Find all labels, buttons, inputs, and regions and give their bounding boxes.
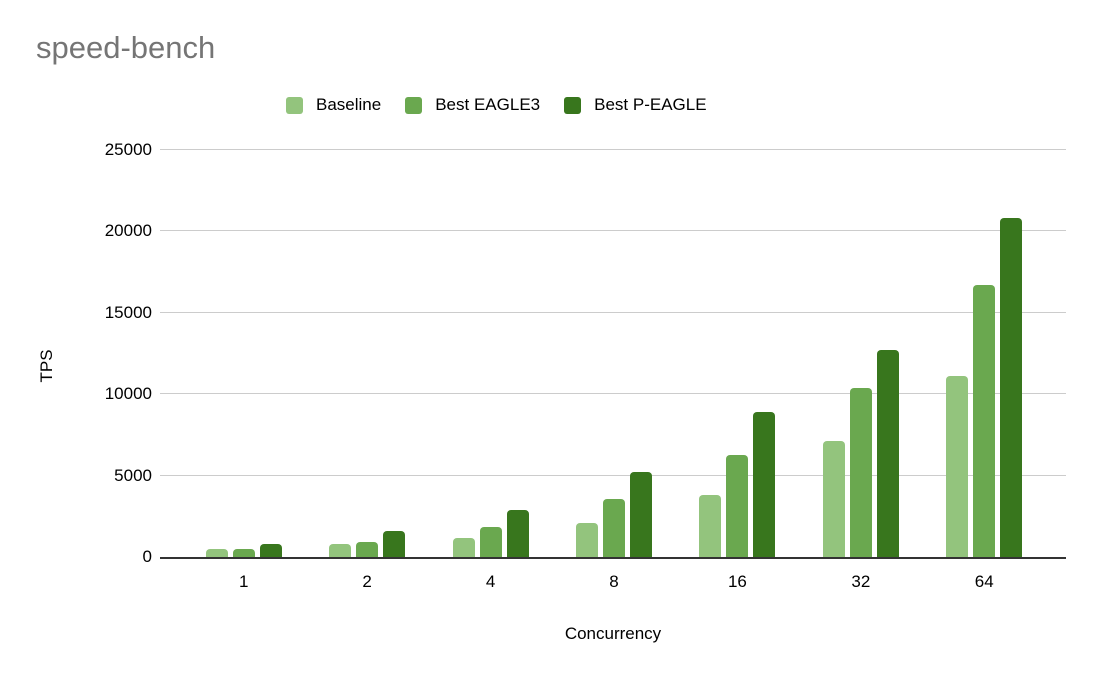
gridline-15000 <box>160 311 1066 313</box>
legend-swatch-best-p-eagle <box>564 96 582 114</box>
x-axis-title: Concurrency <box>564 624 662 643</box>
bar-best-p-eagle-1 <box>259 544 282 557</box>
bar-group-64 <box>923 150 1046 557</box>
bar-best-eagle3-1 <box>232 548 255 557</box>
gridline-20000 <box>160 230 1066 232</box>
legend-swatch-baseline <box>286 96 303 114</box>
gridline-25000 <box>160 149 1066 150</box>
plot-area <box>160 149 1066 559</box>
y-axis-tick-labels: 0 5000 10000 15000 20000 25000 <box>40 140 152 566</box>
y-tick-20000: 20000 <box>104 221 152 241</box>
bar-group-8 <box>552 150 675 557</box>
bar-best-eagle3-8 <box>602 499 625 557</box>
x-tick-64: 64 <box>974 572 994 591</box>
bars-row <box>182 150 1046 557</box>
x-tick-32: 32 <box>851 572 871 591</box>
bar-group-1 <box>182 150 305 557</box>
bar-baseline-8 <box>575 522 598 557</box>
x-tick-8: 8 <box>609 572 619 591</box>
bar-baseline-4 <box>452 537 475 557</box>
bar-best-p-eagle-2 <box>383 531 406 557</box>
bar-best-p-eagle-64 <box>1000 218 1023 557</box>
bar-group-2 <box>305 150 428 557</box>
bar-best-p-eagle-4 <box>506 509 529 557</box>
bar-best-eagle3-16 <box>726 455 749 557</box>
bar-group-16 <box>676 150 799 557</box>
y-tick-25000: 25000 <box>104 140 152 159</box>
bar-baseline-32 <box>822 441 845 557</box>
bar-group-32 <box>799 150 922 557</box>
gridline-5000 <box>160 474 1066 476</box>
y-tick-5000: 5000 <box>114 465 152 485</box>
legend-swatch-best-eagle3 <box>405 96 423 114</box>
bar-best-p-eagle-16 <box>753 412 776 557</box>
bar-baseline-2 <box>329 544 352 557</box>
y-tick-0: 0 <box>142 547 152 566</box>
y-tick-15000: 15000 <box>104 302 152 322</box>
legend-label-best-eagle3: Best EAGLE3 <box>435 95 541 114</box>
gridline-10000 <box>160 393 1066 395</box>
chart-title: speed-bench <box>36 30 216 65</box>
x-tick-1: 1 <box>238 572 249 591</box>
bar-best-eagle3-32 <box>849 387 872 557</box>
bar-best-p-eagle-32 <box>876 350 899 557</box>
legend-item-baseline: Baseline <box>286 95 381 115</box>
bar-baseline-1 <box>205 549 228 557</box>
x-tick-2: 2 <box>362 572 372 591</box>
bar-best-eagle3-64 <box>973 285 996 557</box>
legend-item-best-eagle3: Best EAGLE3 <box>405 95 540 115</box>
bar-baseline-16 <box>699 495 722 557</box>
x-tick-4: 4 <box>485 572 496 591</box>
y-tick-10000: 10000 <box>104 384 152 404</box>
bar-best-p-eagle-8 <box>629 471 652 557</box>
legend-label-best-p-eagle: Best P-EAGLE <box>594 95 707 114</box>
bar-best-eagle3-4 <box>479 526 502 557</box>
bar-best-eagle3-2 <box>356 542 379 557</box>
bar-baseline-64 <box>946 376 969 557</box>
x-axis-tick-labels: 1 2 4 8 16 32 64 <box>182 572 1046 592</box>
bar-group-4 <box>429 150 552 557</box>
legend-item-best-p-eagle: Best P-EAGLE <box>564 95 707 115</box>
legend: Baseline Best EAGLE3 Best P-EAGLE <box>286 95 707 115</box>
legend-label-baseline: Baseline <box>316 95 382 114</box>
x-tick-16: 16 <box>727 572 747 591</box>
